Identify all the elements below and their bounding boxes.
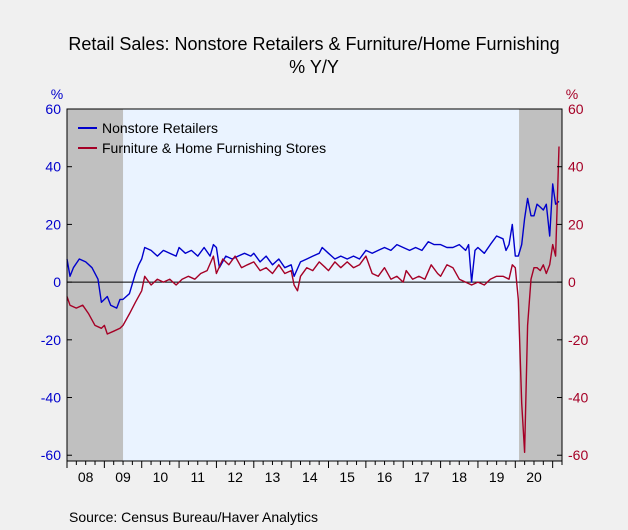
right-tick-label: -20 [568, 332, 588, 348]
x-tick-label: 16 [377, 469, 393, 485]
x-tick-label: 10 [153, 469, 169, 485]
x-tick-label: 17 [414, 469, 430, 485]
chart-subtitle: % Y/Y [289, 57, 339, 77]
left-tick-label: 60 [45, 101, 61, 117]
left-tick-label: -40 [41, 390, 61, 406]
left-tick-label: -20 [41, 332, 61, 348]
x-tick-label: 08 [78, 469, 94, 485]
x-tick-label: 14 [302, 469, 318, 485]
x-tick-label: 20 [526, 469, 542, 485]
x-tick-label: 18 [451, 469, 467, 485]
series-line-nonstore [66, 183, 560, 309]
legend-label: Furniture & Home Furnishing Stores [102, 140, 326, 156]
left-tick-label: 20 [45, 216, 61, 232]
series-line-furniture [66, 146, 560, 453]
legend: Nonstore Retailers Furniture & Home Furni… [78, 120, 326, 156]
left-tick-label: 0 [53, 274, 61, 290]
source-note: Source: Census Bureau/Haver Analytics [69, 509, 318, 525]
left-tick-label: -60 [41, 447, 61, 463]
x-tick-label: 15 [339, 469, 355, 485]
plot-frame [66, 108, 563, 462]
left-axis-unit: % [51, 86, 63, 102]
right-tick-label: 20 [568, 216, 584, 232]
right-tick-label: -40 [568, 390, 588, 406]
chart-title: Retail Sales: Nonstore Retailers & Furni… [68, 34, 559, 54]
plot-background [67, 109, 562, 461]
right-tick-label: 40 [568, 159, 584, 175]
x-tick-label: 09 [115, 469, 131, 485]
recession-band-1 [67, 109, 124, 461]
right-tick-label: 0 [568, 274, 576, 290]
plot-area: 60 60 40 40 20 20 0 0 -20 -20 -40 -40 -60 -60 08 09 10 11… [41, 101, 589, 485]
left-tick-label: 40 [45, 159, 61, 175]
right-tick-label: -60 [568, 447, 588, 463]
x-tick-label: 13 [265, 469, 281, 485]
right-tick-label: 60 [568, 101, 584, 117]
right-axis-unit: % [566, 86, 578, 102]
x-tick-label: 12 [227, 469, 243, 485]
x-tick-label: 19 [489, 469, 505, 485]
x-tick-label: 11 [190, 469, 205, 485]
legend-label: Nonstore Retailers [102, 120, 218, 136]
